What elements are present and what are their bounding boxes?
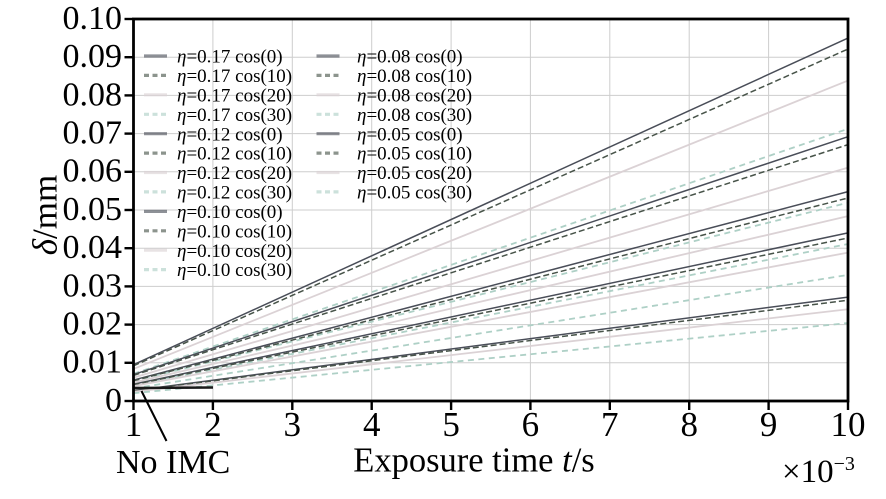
svg-text:7: 7: [601, 405, 619, 444]
svg-text:0.07: 0.07: [63, 115, 123, 152]
svg-text:×10−3: ×10−3: [782, 453, 855, 490]
svg-text:η=0.08 cos(20): η=0.08 cos(20): [357, 85, 472, 106]
svg-text:3: 3: [284, 405, 302, 444]
svg-text:η=0.10 cos(20): η=0.10 cos(20): [177, 241, 292, 262]
svg-text:η=0.17 cos(20): η=0.17 cos(20): [177, 85, 292, 106]
svg-text:0.09: 0.09: [63, 38, 123, 75]
svg-text:0.04: 0.04: [63, 229, 123, 266]
svg-text:5: 5: [442, 405, 460, 444]
svg-text:η=0.17 cos(0): η=0.17 cos(0): [177, 47, 283, 68]
svg-text:8: 8: [680, 405, 698, 444]
svg-text:1: 1: [125, 405, 143, 444]
svg-text:η=0.10 cos(10): η=0.10 cos(10): [177, 221, 292, 242]
svg-text:η=0.05 cos(30): η=0.05 cos(30): [357, 183, 472, 204]
svg-text:0.02: 0.02: [63, 306, 123, 343]
svg-text:δ/mm: δ/mm: [26, 175, 65, 255]
svg-text:6: 6: [522, 405, 540, 444]
svg-text:η=0.17 cos(10): η=0.17 cos(10): [177, 66, 292, 87]
svg-text:η=0.10 cos(0): η=0.10 cos(0): [177, 202, 283, 223]
svg-text:No IMC: No IMC: [116, 444, 230, 481]
svg-text:2: 2: [204, 405, 222, 444]
svg-text:η=0.12 cos(20): η=0.12 cos(20): [177, 163, 292, 184]
svg-text:η=0.12 cos(30): η=0.12 cos(30): [177, 183, 292, 204]
svg-text:0.10: 0.10: [63, 0, 123, 37]
svg-text:4: 4: [363, 405, 381, 444]
svg-text:10: 10: [831, 405, 866, 444]
svg-text:0.03: 0.03: [63, 267, 123, 304]
svg-text:0: 0: [105, 382, 122, 419]
svg-text:0.01: 0.01: [63, 344, 123, 381]
svg-text:η=0.08 cos(0): η=0.08 cos(0): [357, 47, 463, 68]
svg-text:0.06: 0.06: [63, 153, 123, 190]
svg-text:η=0.08 cos(30): η=0.08 cos(30): [357, 105, 472, 126]
svg-text:0.08: 0.08: [63, 76, 123, 113]
svg-text:η=0.05 cos(20): η=0.05 cos(20): [357, 163, 472, 184]
svg-text:0.05: 0.05: [63, 191, 123, 228]
svg-text:η=0.12 cos(0): η=0.12 cos(0): [177, 124, 283, 145]
svg-text:η=0.05 cos(10): η=0.05 cos(10): [357, 144, 472, 165]
svg-text:Exposure time t/s: Exposure time t/s: [353, 442, 594, 480]
svg-text:η=0.08 cos(10): η=0.08 cos(10): [357, 66, 472, 87]
svg-text:9: 9: [760, 405, 778, 444]
svg-text:η=0.17 cos(30): η=0.17 cos(30): [177, 105, 292, 126]
svg-text:η=0.05 cos(0): η=0.05 cos(0): [357, 124, 463, 145]
svg-text:η=0.10 cos(30): η=0.10 cos(30): [177, 260, 292, 281]
svg-text:η=0.12 cos(10): η=0.12 cos(10): [177, 144, 292, 165]
